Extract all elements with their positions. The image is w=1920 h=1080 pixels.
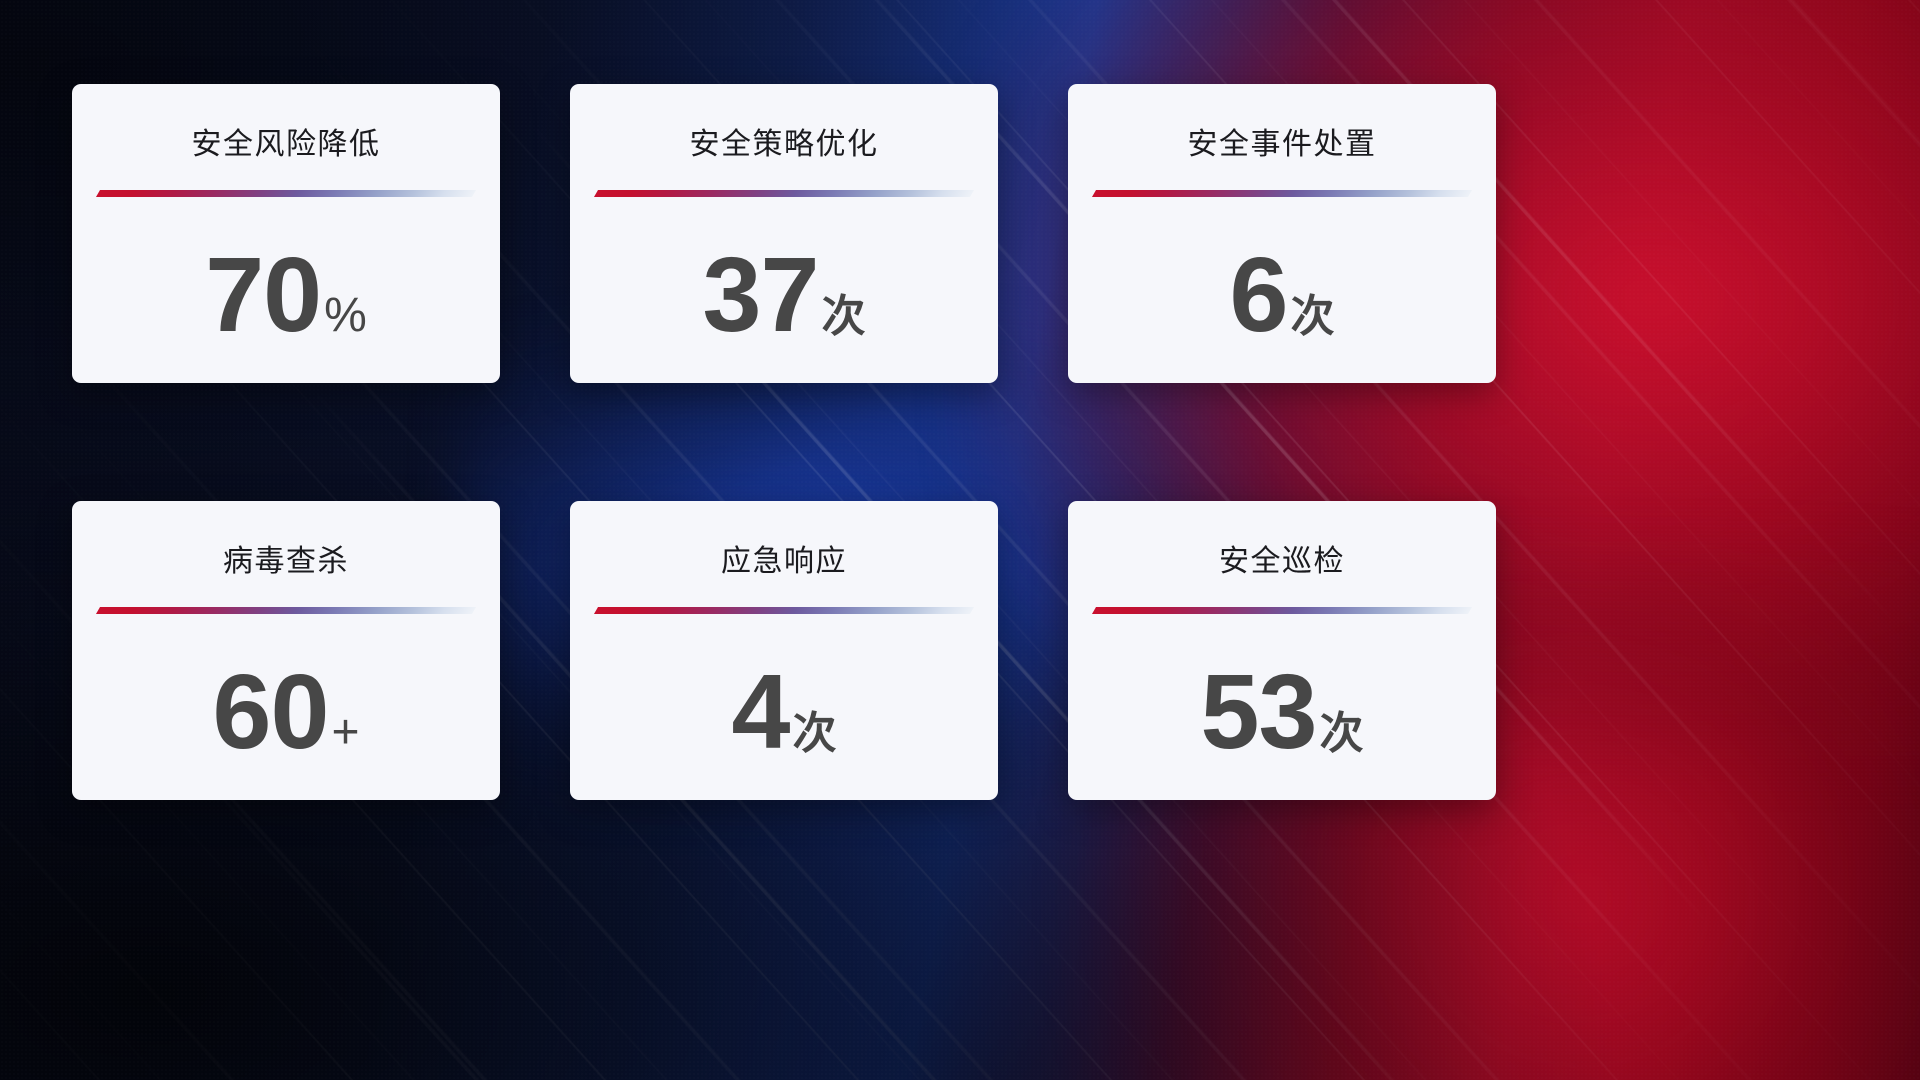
metric-card[interactable]: 病毒查杀 60 +: [72, 501, 500, 800]
metric-title: 安全风险降低: [191, 128, 381, 161]
metric-title: 安全事件处置: [1187, 128, 1377, 161]
metric-card[interactable]: 安全巡检 53 次: [1068, 501, 1496, 800]
metric-suffix: %: [324, 289, 367, 343]
metric-number: 4: [731, 653, 791, 772]
gradient-divider: [95, 607, 477, 614]
metric-card[interactable]: 安全风险降低 70 %: [72, 84, 500, 383]
metric-card[interactable]: 安全策略优化 37 次: [570, 84, 998, 383]
metric-card-grid: 安全风险降低 70 % 安全策略优化 37 次 安全事件处置 6 次 病毒查: [72, 84, 1498, 800]
metric-suffix: 次: [1290, 292, 1335, 342]
gradient-divider: [593, 190, 975, 197]
metric-number: 70: [205, 236, 322, 355]
metric-suffix: 次: [821, 292, 866, 342]
metric-card[interactable]: 应急响应 4 次: [570, 501, 998, 800]
gradient-divider: [1091, 607, 1473, 614]
metric-number: 53: [1200, 653, 1318, 772]
metric-suffix: 次: [792, 709, 837, 759]
metric-card[interactable]: 安全事件处置 6 次: [1068, 84, 1496, 383]
metric-title: 安全策略优化: [689, 128, 879, 161]
metric-title: 安全巡检: [1219, 545, 1345, 578]
metric-suffix: 次: [1319, 709, 1364, 759]
metric-value: 6 次: [1229, 236, 1335, 355]
metric-value: 37 次: [702, 236, 866, 355]
gradient-divider: [593, 607, 975, 614]
metric-value: 70 %: [205, 236, 367, 355]
gradient-divider: [1091, 190, 1473, 197]
gradient-divider: [95, 190, 477, 197]
metric-number: 37: [702, 236, 820, 355]
metric-title: 病毒查杀: [223, 545, 349, 578]
metric-value: 4 次: [731, 653, 837, 772]
metric-suffix: +: [331, 706, 360, 760]
metric-title: 应急响应: [721, 545, 847, 578]
metric-value: 53 次: [1200, 653, 1364, 772]
metric-number: 60: [212, 653, 330, 772]
metric-number: 6: [1229, 236, 1289, 355]
metric-value: 60 +: [212, 653, 360, 772]
